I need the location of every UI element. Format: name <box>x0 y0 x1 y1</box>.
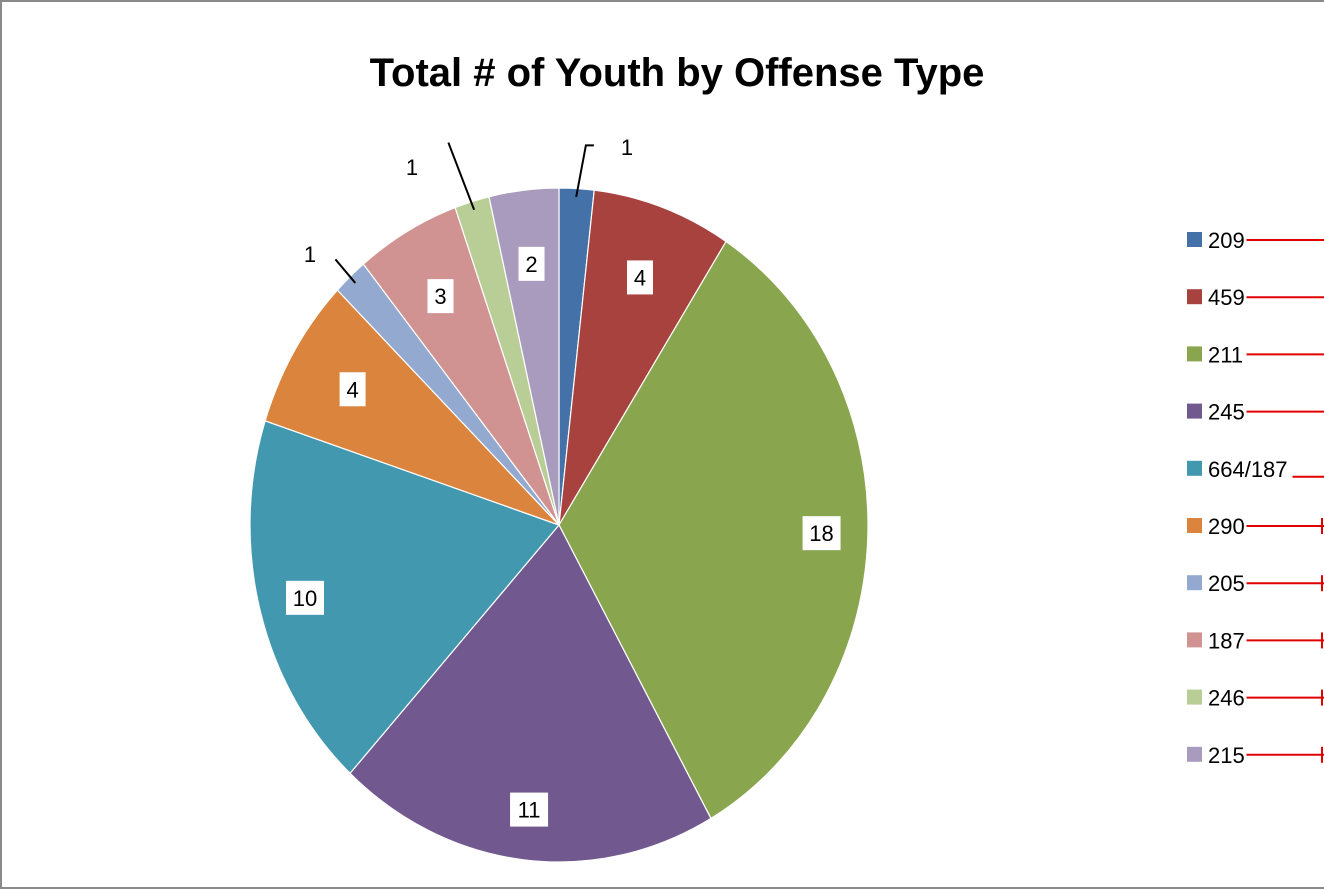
legend-label-205: 205 <box>1208 571 1245 596</box>
legend-label-246: 246 <box>1208 686 1245 711</box>
legend-swatch-245 <box>1187 403 1202 419</box>
data-label-246: 1 <box>406 155 418 180</box>
data-label-box-459 <box>626 260 653 295</box>
legend-label-215: 215 <box>1208 743 1245 768</box>
data-label-187: 3 <box>434 284 446 309</box>
leader-line-205 <box>334 258 357 284</box>
data-label-box-187 <box>427 279 454 314</box>
legend-swatch-187 <box>1187 632 1202 648</box>
data-label-box-245 <box>510 792 549 827</box>
pie-slice-459 <box>558 189 727 526</box>
leader-lines <box>334 142 594 284</box>
legend-swatch-205 <box>1187 575 1202 591</box>
legend-swatch-459 <box>1187 289 1202 305</box>
data-label-664-187: 10 <box>293 586 317 611</box>
data-labels: 1 4 18 11 10 4 1 3 1 2 <box>285 135 841 827</box>
data-label-215: 2 <box>525 252 537 277</box>
pie-slices <box>249 187 869 863</box>
legend-label-245: 245 <box>1208 400 1245 425</box>
chart-title: Total # of Youth by Offense Type <box>370 51 985 95</box>
pie-slice-664-187 <box>249 420 561 775</box>
legend-label-290: 290 <box>1208 514 1245 539</box>
data-label-box-215 <box>518 246 545 281</box>
data-label-box-290 <box>339 372 366 407</box>
legend-label-459: 459 <box>1208 285 1245 310</box>
pie-slice-290 <box>264 289 560 526</box>
data-label-205: 1 <box>304 242 316 267</box>
legend-swatch-290 <box>1187 518 1202 533</box>
leader-line-246 <box>447 142 476 211</box>
legend-swatch-211 <box>1187 346 1202 362</box>
data-label-459: 4 <box>634 265 646 290</box>
legend: 209 459 211 245 664/187 290 205 187 246 215 <box>1187 228 1324 768</box>
legend-swatch-209 <box>1187 232 1202 247</box>
data-label-box-664-187 <box>285 580 324 615</box>
data-label-211: 18 <box>809 521 833 546</box>
data-label-245: 11 <box>518 798 541 823</box>
data-label-209: 1 <box>621 135 633 160</box>
legend-label-187: 187 <box>1208 628 1245 653</box>
legend-label-664-187: 664/187 <box>1208 457 1288 482</box>
legend-swatch-664-187 <box>1187 460 1202 476</box>
legend-swatch-246 <box>1187 689 1202 705</box>
data-label-290: 4 <box>346 377 358 402</box>
pie-slice-211 <box>558 240 869 820</box>
leader-line-209 <box>575 144 594 198</box>
legend-label-209: 209 <box>1208 228 1245 253</box>
data-label-box-211 <box>802 516 841 551</box>
pie-slice-245 <box>349 523 712 863</box>
legend-swatch-215 <box>1187 746 1202 762</box>
legend-label-211: 211 <box>1208 342 1243 367</box>
